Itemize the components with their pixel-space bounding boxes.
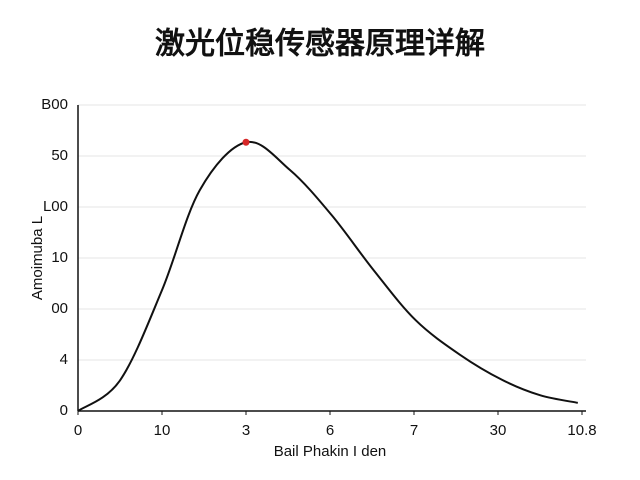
y-axis-label: Amoimuba L [29, 216, 46, 300]
chart-title: 激光位稳传感器原理详解 [155, 27, 485, 62]
x-tick-label: 7 [410, 422, 418, 439]
x-tick-label: 10 [154, 422, 171, 439]
y-tick-label: L00 [43, 198, 68, 215]
y-tick-label: 0 [60, 402, 68, 419]
x-tick-label: 0 [74, 422, 82, 439]
y-tick-label: 10 [51, 249, 68, 266]
y-tick-label: 4 [60, 351, 68, 368]
y-tick-label: 50 [51, 147, 68, 164]
x-tick-label: 6 [326, 422, 334, 439]
x-tick-label: 10.8 [567, 422, 596, 439]
y-tick-label: 00 [51, 300, 68, 317]
x-tick-label: 3 [242, 422, 250, 439]
y-tick-label: B00 [41, 96, 68, 113]
peak-point [242, 138, 250, 146]
line-series [77, 140, 578, 412]
x-tick-label: 30 [490, 422, 507, 439]
x-axis-label: Bail Phakin I den [274, 443, 387, 460]
